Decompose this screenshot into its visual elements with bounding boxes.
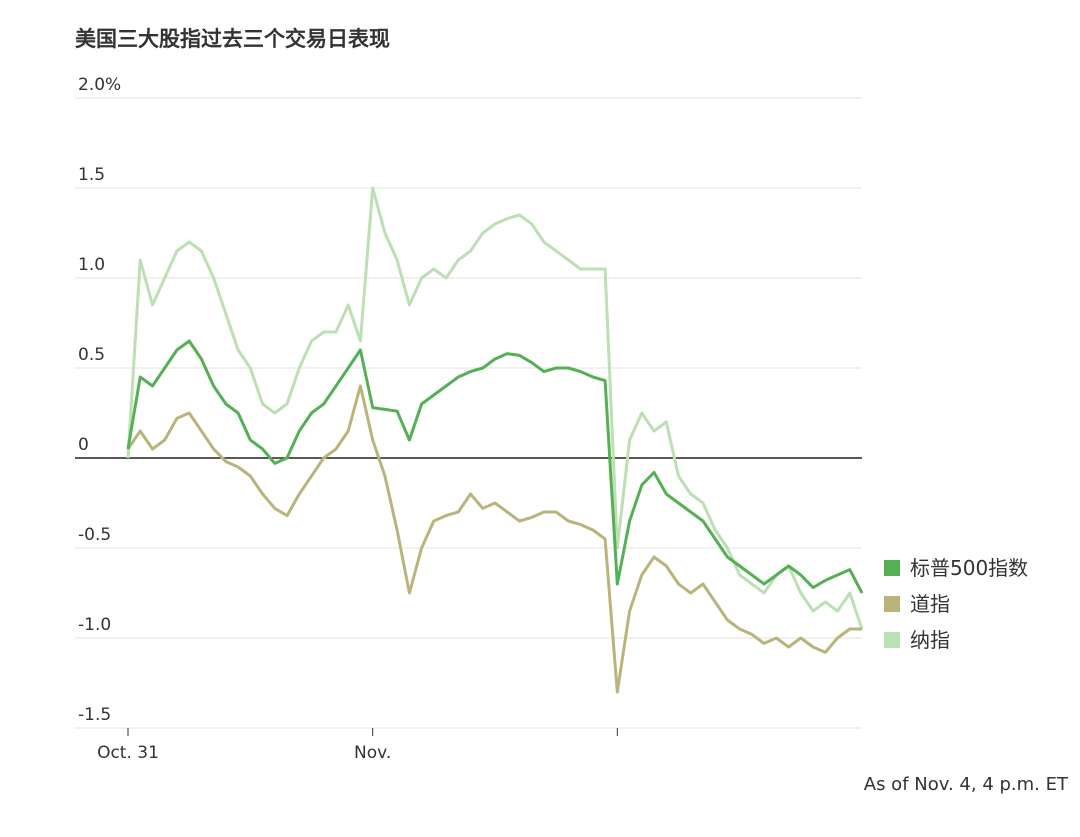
y-tick-label: 2.0% <box>78 75 121 95</box>
x-tick-label: Oct. 31 <box>97 743 159 763</box>
chart-title: 美国三大股指过去三个交易日表现 <box>75 27 390 51</box>
footnote: As of Nov. 4, 4 p.m. ET <box>864 774 1069 795</box>
series-line <box>126 186 864 630</box>
y-tick-label: 0.5 <box>78 345 105 365</box>
y-tick-label: 1.5 <box>78 165 105 185</box>
legend-label: 纳指 <box>910 628 950 652</box>
y-tick-label: -1.5 <box>78 705 111 725</box>
legend-swatch <box>884 596 900 612</box>
legend-label: 道指 <box>910 592 950 616</box>
x-tick-label: Nov. <box>354 743 391 763</box>
series-line <box>126 339 864 594</box>
y-tick-label: -0.5 <box>78 525 111 545</box>
legend-swatch <box>884 632 900 648</box>
y-tick-label: 0 <box>78 435 89 455</box>
legend-swatch <box>884 560 900 576</box>
series-line <box>126 384 862 694</box>
y-tick-label: 1.0 <box>78 255 105 275</box>
legend-label: 标普500指数 <box>910 556 1028 580</box>
y-tick-label: -1.0 <box>78 615 111 635</box>
